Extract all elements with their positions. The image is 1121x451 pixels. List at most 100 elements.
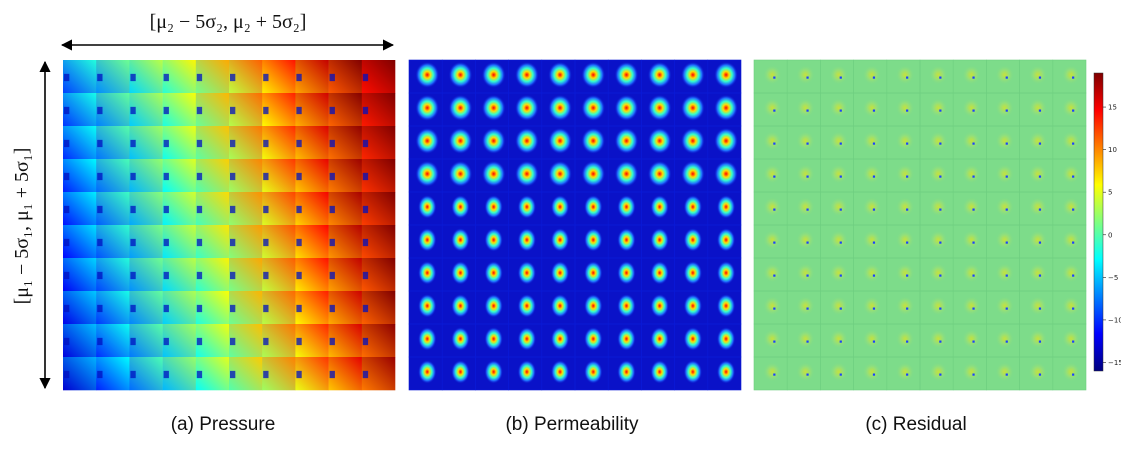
residual-dot	[939, 307, 942, 310]
permeability-blob	[647, 61, 672, 89]
pressure-tile-source	[329, 106, 335, 115]
pressure-tile-source	[97, 337, 103, 346]
permeability-blob	[614, 127, 639, 155]
permeability-blob	[650, 227, 669, 252]
pressure-tile-source	[64, 73, 70, 82]
pressure-tile-source	[362, 271, 369, 280]
permeability-blob	[514, 127, 539, 155]
residual-blob	[895, 361, 915, 382]
residual-dot	[939, 208, 942, 211]
residual-dot	[906, 142, 909, 145]
pressure-tile-source	[329, 370, 335, 379]
permeability-blob	[650, 359, 669, 384]
residual-dot	[1072, 307, 1075, 310]
permeability-blob	[680, 127, 705, 155]
residual-blob	[895, 328, 915, 349]
permeability-blob	[650, 326, 669, 351]
residual-dot	[1038, 373, 1042, 376]
residual-blob	[1061, 97, 1081, 118]
pressure-tile-source	[263, 271, 269, 280]
pressure-tile-source	[329, 172, 335, 181]
pressure-tile-source	[64, 106, 70, 115]
residual-dot	[839, 109, 842, 112]
pressure-tile-source	[296, 73, 302, 82]
pressure-tile-source	[163, 337, 169, 346]
residual-dot	[1072, 340, 1075, 343]
permeability-blob	[581, 94, 606, 122]
residual-dot	[806, 142, 809, 145]
residual-blob	[829, 130, 848, 151]
residual-dot	[1005, 175, 1008, 178]
residual-blob	[862, 229, 882, 250]
permeability-blob	[550, 227, 570, 252]
permeability-blob	[451, 293, 470, 318]
residual-dot	[872, 340, 876, 343]
residual-dot	[806, 175, 809, 178]
residual-blob	[862, 196, 882, 217]
permeability-blob	[617, 227, 636, 252]
permeability-blob	[448, 94, 473, 122]
residual-dot	[906, 208, 909, 211]
residual-dot	[1072, 109, 1075, 112]
permeability-blob	[647, 94, 672, 122]
residual-dot	[1072, 241, 1075, 244]
residual-dot	[1038, 142, 1042, 145]
pressure-tile-source	[163, 73, 169, 82]
residual-dot	[1038, 76, 1042, 79]
residual-dot	[773, 373, 776, 376]
residual-blob	[862, 64, 882, 85]
permeability-blob	[417, 326, 437, 351]
residual-blob	[829, 163, 848, 184]
residual-blob	[862, 295, 882, 316]
residual-dot	[839, 340, 842, 343]
residual-blob	[995, 64, 1014, 85]
residual-dot	[773, 175, 776, 178]
residual-blob	[829, 196, 848, 217]
residual-dot	[972, 109, 975, 112]
pressure-tile-source	[130, 106, 136, 115]
residual-blob	[1061, 328, 1081, 349]
permeability-blob	[583, 326, 603, 351]
residual-dot	[972, 274, 975, 277]
residual-blob	[895, 97, 915, 118]
pressure-tile-source	[163, 238, 169, 247]
residual-dot	[1038, 109, 1042, 112]
pressure-tile-source	[196, 337, 203, 346]
permeability-blob	[514, 94, 539, 122]
pressure-tile-source	[230, 337, 236, 346]
residual-blob	[995, 163, 1014, 184]
caption-residual: (c) Residual	[865, 414, 966, 435]
residual-dot	[1072, 142, 1075, 145]
permeability-blob	[415, 94, 440, 122]
residual-dot	[806, 76, 809, 79]
residual-dot	[972, 76, 975, 79]
residual-blob	[796, 97, 815, 118]
pressure-tile-source	[263, 172, 269, 181]
residual-dot	[939, 241, 942, 244]
residual-blob	[962, 295, 981, 316]
pressure-tile-source	[296, 139, 302, 148]
pressure-tile-source	[130, 238, 136, 247]
permeability-blob	[484, 359, 503, 384]
permeability-blob	[683, 326, 703, 351]
permeability-blob	[716, 260, 736, 285]
permeability-blob	[680, 160, 705, 188]
pressure-tile-source	[362, 370, 369, 379]
residual-blob	[962, 163, 981, 184]
residual-dot	[939, 274, 942, 277]
residual-dot	[906, 307, 909, 310]
residual-dot	[1005, 373, 1008, 376]
pressure-tile-source	[263, 106, 269, 115]
pressure-tile-source	[296, 370, 302, 379]
residual-dot	[972, 241, 975, 244]
permeability-blob	[716, 194, 736, 219]
residual-blob	[762, 97, 782, 118]
residual-dot	[972, 142, 975, 145]
pressure-tile-source	[329, 271, 335, 280]
x-axis-label: [μ₂ − 5σ₂, μ₂ + 5σ₂]	[150, 11, 307, 33]
residual-dot	[872, 307, 876, 310]
residual-blob	[1028, 196, 1048, 217]
pressure-tile-source	[196, 139, 203, 148]
y-axis-label: [μ₁ − 5σ₁, μ₁ + 5σ₁]	[11, 148, 33, 305]
residual-dot	[939, 142, 942, 145]
